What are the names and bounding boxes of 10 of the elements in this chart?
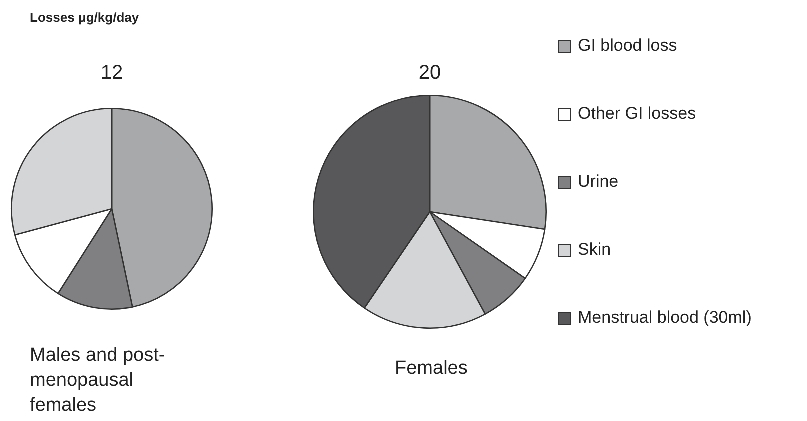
- legend-label: Other GI losses: [578, 104, 696, 124]
- legend-label: Skin: [578, 240, 612, 260]
- text: Females: [395, 357, 469, 381]
- chart-subtitle: 12: [100, 62, 124, 85]
- chart-title: Losses μg/kg/day: [30, 10, 140, 25]
- legend-label: GI blood loss: [578, 36, 678, 56]
- text: 20: [418, 62, 442, 85]
- legend-label: Urine: [578, 172, 619, 192]
- legend-label: Menstrual blood (30ml): [578, 308, 752, 328]
- text: Males and post-menopausal females: [30, 344, 166, 418]
